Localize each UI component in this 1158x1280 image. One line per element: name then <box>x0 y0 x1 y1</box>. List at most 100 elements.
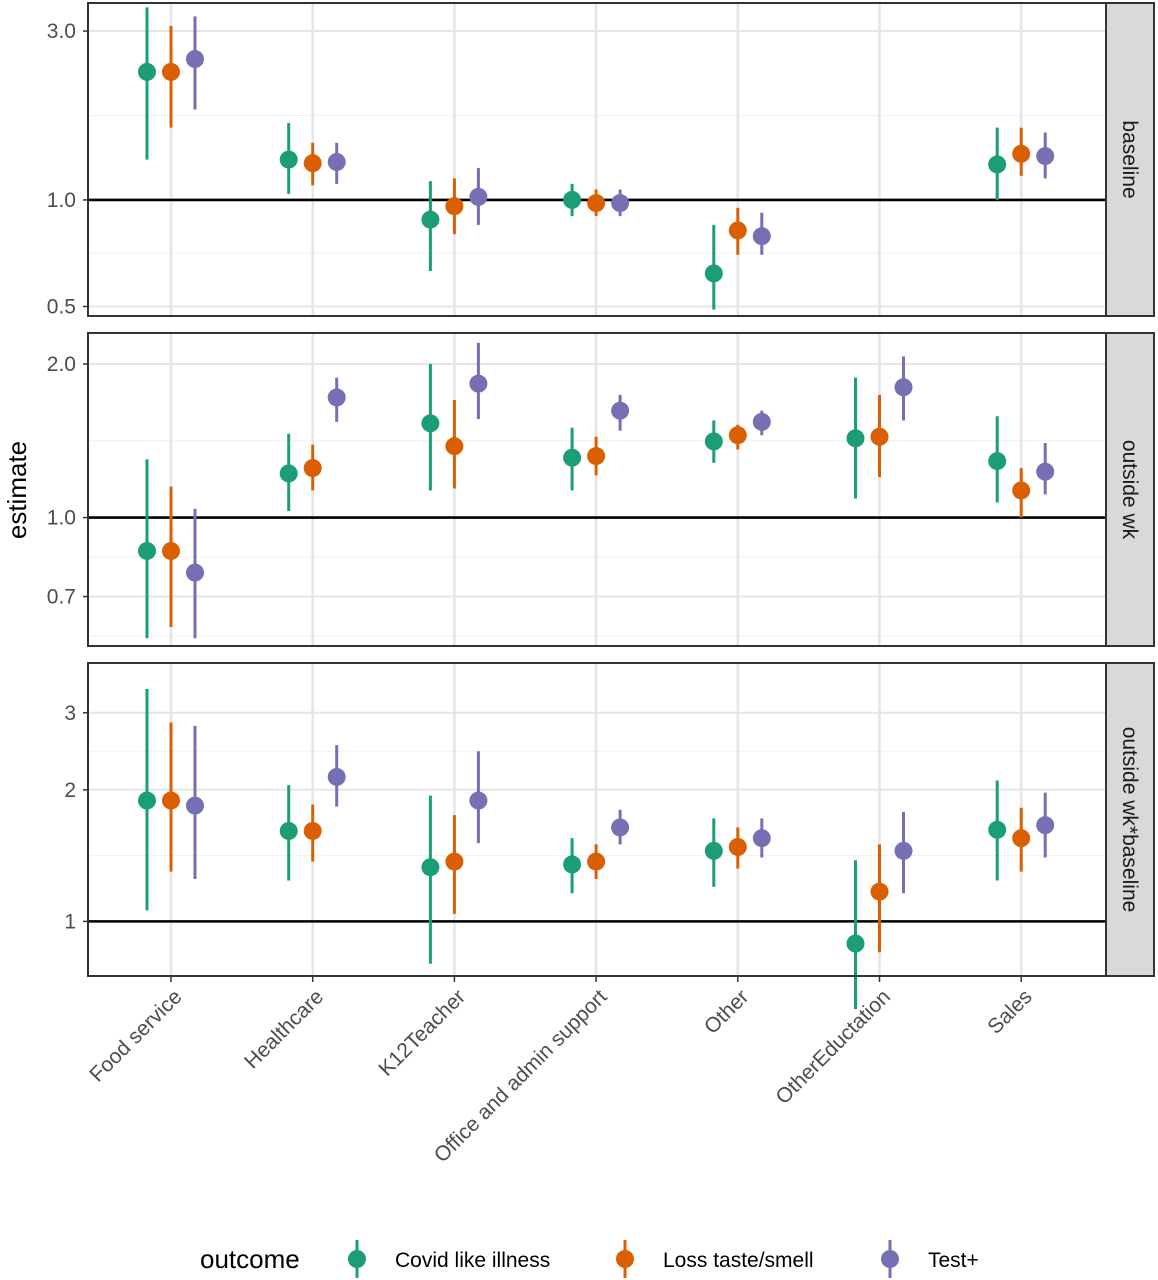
data-point <box>1036 147 1055 166</box>
series-test <box>186 16 1055 255</box>
data-point <box>988 155 1007 174</box>
data-point <box>611 818 630 837</box>
legend: outcome Covid like illness Loss taste/smel… <box>200 1240 979 1278</box>
data-point <box>469 374 488 393</box>
data-point <box>1012 481 1031 500</box>
legend-key-point <box>616 1250 634 1268</box>
data-point <box>303 821 322 840</box>
data-point <box>162 791 180 810</box>
data-point <box>587 852 606 871</box>
data-point <box>327 388 346 407</box>
data-point <box>704 841 723 860</box>
data-point <box>728 837 747 856</box>
data-point <box>563 855 582 874</box>
y-tick-label: 2 <box>64 779 76 802</box>
legend-label: Loss taste/smell <box>663 1249 814 1272</box>
data-point <box>752 227 771 246</box>
y-tick-label: 1.0 <box>47 507 76 530</box>
y-tick-label: 3.0 <box>47 20 76 43</box>
data-point <box>421 858 440 877</box>
data-point <box>138 541 156 560</box>
x-category-label: Healthcare <box>240 985 328 1073</box>
legend-entry-loss-taste-smell: Loss taste/smell <box>616 1240 814 1278</box>
data-point <box>445 437 464 456</box>
data-point <box>563 448 582 467</box>
legend-label: Test+ <box>928 1249 979 1272</box>
x-category-label: Food service <box>85 985 186 1086</box>
data-point <box>162 541 180 560</box>
panels: 0.5 1.0 3.0 baseline 0.7 1.0 2.0 outside wk 1 2 3 o… <box>47 2 1155 1010</box>
data-point <box>1012 144 1031 163</box>
legend-key-point <box>881 1250 899 1268</box>
data-point <box>1036 816 1055 835</box>
legend-label: Covid like illness <box>395 1249 550 1272</box>
data-point <box>894 378 913 397</box>
data-point <box>327 767 346 786</box>
data-point <box>611 194 630 213</box>
data-point <box>704 432 723 451</box>
data-point <box>988 820 1007 839</box>
y-tick-label: 1.0 <box>47 189 76 212</box>
data-point <box>138 62 156 81</box>
legend-key-point <box>348 1250 366 1268</box>
data-point <box>728 221 747 240</box>
x-category-label: Other <box>700 985 753 1038</box>
series-covid-like-illness <box>138 7 1007 310</box>
facet-strip-label: outside wk <box>1118 440 1141 540</box>
data-point <box>563 190 582 209</box>
panel-outside-wk-baseline: 1 2 3 outside wk*baseline <box>64 662 1155 1010</box>
data-point <box>894 841 913 860</box>
data-point <box>138 791 156 810</box>
x-category-label: Sales <box>983 985 1036 1038</box>
panel-baseline: 0.5 1.0 3.0 baseline <box>47 2 1155 318</box>
legend-entry-covid-like-illness: Covid like illness <box>348 1240 550 1278</box>
data-point <box>611 401 630 420</box>
data-point <box>870 427 889 446</box>
data-point <box>870 882 889 901</box>
data-point <box>186 563 204 582</box>
data-point <box>421 210 440 229</box>
series-loss-taste-smell <box>162 25 1031 255</box>
legend-title: outcome <box>200 1244 300 1274</box>
data-point <box>752 829 771 848</box>
data-point <box>752 412 771 431</box>
facet-strip-label: outside wk*baseline <box>1118 727 1141 913</box>
y-tick-label: 0.7 <box>47 586 76 609</box>
data-point <box>303 459 322 478</box>
data-point <box>587 447 606 466</box>
series-test <box>186 725 1055 894</box>
data-point <box>279 150 298 169</box>
data-point <box>469 791 488 810</box>
data-point <box>1012 829 1031 848</box>
data-point <box>704 264 723 283</box>
x-category-label: K12Teacher <box>374 985 470 1081</box>
data-point <box>162 62 180 81</box>
data-point <box>186 50 204 69</box>
data-point <box>728 426 747 445</box>
data-point <box>1036 462 1055 481</box>
facet-strip <box>1105 332 1155 647</box>
legend-entry-test: Test+ <box>881 1240 979 1278</box>
data-point <box>186 796 204 815</box>
data-point <box>587 194 606 213</box>
y-tick-label: 2.0 <box>47 353 76 376</box>
y-tick-label: 0.5 <box>47 295 76 318</box>
data-point <box>988 452 1007 471</box>
facet-strip-label: baseline <box>1118 120 1141 198</box>
series-covid-like-illness <box>138 689 1007 1010</box>
data-point <box>327 152 346 171</box>
y-axis-title: estimate <box>2 441 32 539</box>
series-loss-taste-smell <box>162 722 1031 953</box>
facet-strip <box>1105 662 1155 977</box>
x-category-label: OtherEductation <box>771 985 895 1109</box>
panel-outside-wk: 0.7 1.0 2.0 outside wk <box>47 332 1155 647</box>
data-point <box>469 187 488 206</box>
data-point <box>445 852 464 871</box>
data-point <box>421 414 440 433</box>
data-point <box>846 429 865 448</box>
series-covid-like-illness <box>138 363 1007 639</box>
data-point <box>846 934 865 953</box>
y-tick-label: 1 <box>64 910 76 933</box>
